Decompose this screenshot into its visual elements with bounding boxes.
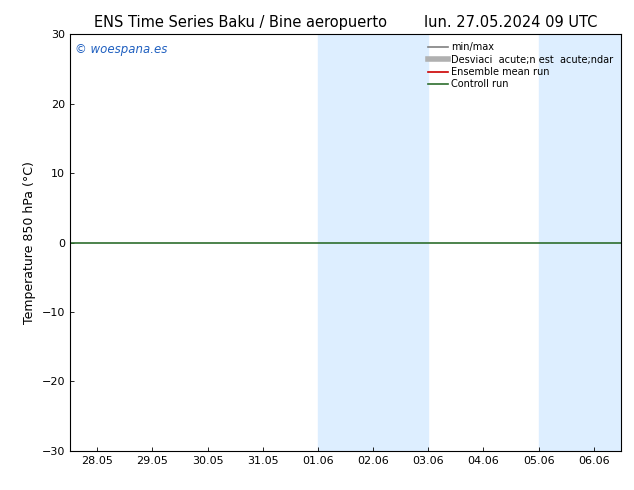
Text: © woespana.es: © woespana.es	[75, 43, 167, 56]
Y-axis label: Temperature 850 hPa (°C): Temperature 850 hPa (°C)	[23, 161, 36, 324]
Bar	[538, 34, 621, 451]
Bar	[318, 34, 428, 451]
Legend: min/max, Desviaci  acute;n est  acute;ndar, Ensemble mean run, Controll run: min/max, Desviaci acute;n est acute;ndar…	[425, 39, 616, 92]
Title: ENS Time Series Baku / Bine aeropuerto        lun. 27.05.2024 09 UTC: ENS Time Series Baku / Bine aeropuerto l…	[94, 15, 597, 30]
